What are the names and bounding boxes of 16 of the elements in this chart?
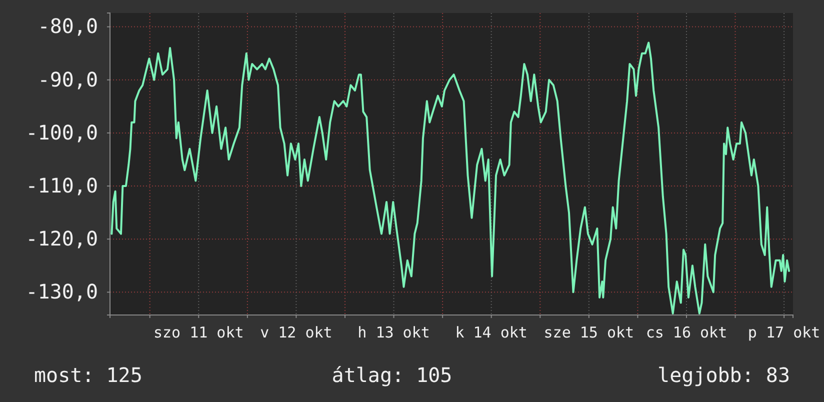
x-tick-label: k 14 okt bbox=[455, 324, 528, 342]
y-tick-label: -110,0 bbox=[26, 173, 98, 198]
x-tick-label: sze 15 okt bbox=[544, 324, 634, 342]
text: most: 125 bbox=[34, 363, 142, 387]
text: legjobb: 83 bbox=[658, 363, 790, 387]
y-tick-label: -120,0 bbox=[26, 226, 98, 250]
y-tick-label: -90,0 bbox=[38, 67, 98, 92]
x-tick-label: v 12 okt bbox=[260, 324, 332, 342]
x-tick-label: p 17 okt bbox=[748, 324, 820, 342]
y-tick-label: -130,0 bbox=[26, 280, 98, 304]
text: átlag: 105 bbox=[332, 363, 452, 387]
x-tick-label: cs 16 okt bbox=[646, 324, 728, 342]
y-tick-label: -100,0 bbox=[26, 120, 98, 144]
y-tick-label: -80,0 bbox=[38, 14, 98, 38]
x-tick-label: szo 11 okt bbox=[153, 324, 244, 342]
x-tick-label: h 13 okt bbox=[358, 324, 430, 342]
